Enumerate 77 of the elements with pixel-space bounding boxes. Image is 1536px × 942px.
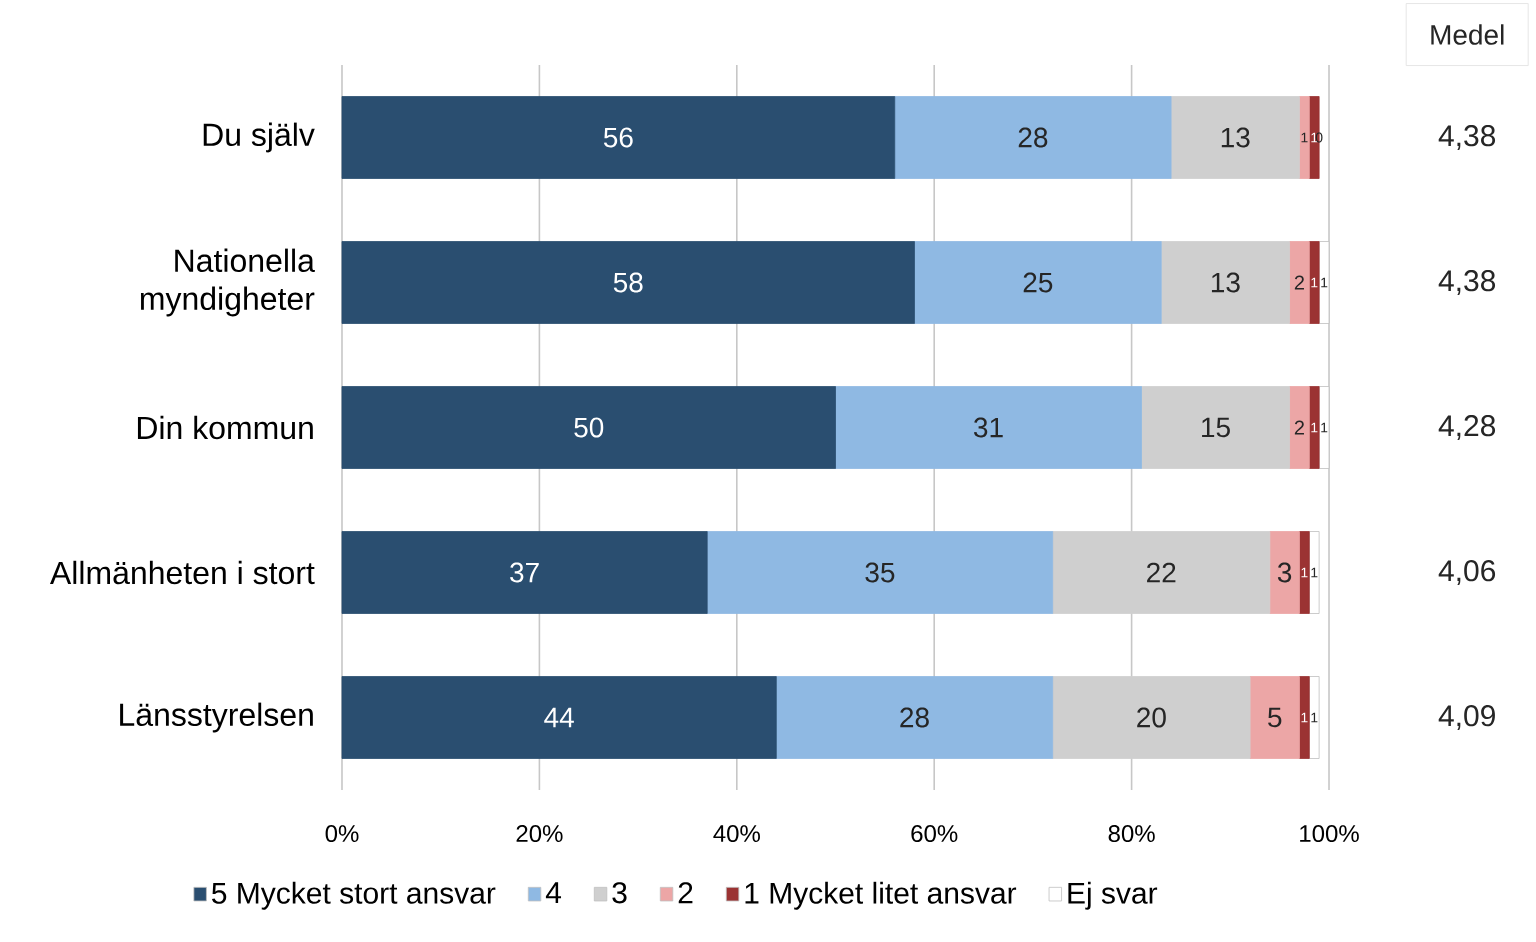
x-tick-label: 80% (1108, 825, 1155, 843)
x-tick-label: 60% (911, 825, 958, 843)
bar (1269, 531, 1300, 614)
bar (341, 241, 915, 324)
data-label: 2 (1294, 275, 1304, 290)
x-tick-label: 100% (1300, 825, 1359, 843)
data-label: 1 (1321, 277, 1328, 288)
data-label: 22 (1147, 562, 1176, 583)
bar (1052, 531, 1271, 614)
y-tick-label: Länsstyrelsen (120, 702, 313, 733)
bar (1308, 386, 1320, 469)
data-label: 44 (544, 707, 574, 728)
data-label: 28 (1018, 127, 1048, 148)
bar (894, 96, 1172, 179)
data-label: 1 (1321, 422, 1328, 433)
y-tick-label: Din kommun (137, 415, 313, 440)
bar (1052, 676, 1251, 759)
data-label: 56 (603, 127, 633, 148)
bar (341, 531, 708, 614)
bar (341, 96, 896, 179)
bar (775, 676, 1054, 759)
data-label: 15 (1202, 417, 1230, 438)
data-label: 1 (1301, 567, 1308, 578)
data-label: 1 (1311, 712, 1318, 723)
bar (1160, 241, 1290, 324)
bar (341, 386, 836, 469)
text: 4,28 (1438, 415, 1496, 440)
text: 4,09 (1438, 705, 1495, 730)
data-label: 37 (510, 562, 539, 583)
x-tick-label: 40% (713, 825, 760, 843)
data-label: 1 (1311, 567, 1318, 578)
legend-label: 2 (678, 882, 693, 904)
data-label: 5 (1268, 707, 1282, 728)
x-tick-label: 0% (325, 825, 359, 843)
data-label: 25 (1023, 272, 1053, 293)
data-label: 3 (1277, 562, 1292, 583)
bar (341, 676, 777, 759)
data-label: 31 (973, 417, 1003, 438)
bar (1308, 676, 1320, 759)
data-label: 1 (1311, 422, 1318, 433)
y-tick-label: Du själv (203, 122, 315, 153)
x-tick-label: 20% (516, 825, 563, 843)
data-label: 35 (865, 562, 895, 583)
data-label: 20 (1137, 707, 1166, 728)
bar (1170, 96, 1300, 179)
legend-label: Ej svar (1068, 881, 1158, 910)
y-tick-label: Allmänheten i stort (49, 560, 315, 585)
bar (1299, 96, 1310, 179)
legend-label: 1 Mycket litet ansvar (745, 881, 1017, 910)
bar (1308, 531, 1320, 614)
bar (1289, 241, 1310, 324)
bar (1308, 241, 1320, 324)
legend-label: 4 (545, 882, 562, 903)
data-label: 58 (613, 272, 643, 293)
data-label: 28 (900, 707, 929, 728)
text: 4,38 (1438, 125, 1496, 150)
bar (1289, 386, 1310, 469)
bar (1299, 676, 1310, 759)
data-label: 13 (1221, 127, 1250, 148)
data-label: 1 (1301, 132, 1308, 143)
bar (914, 241, 1162, 324)
data-label: 1 (1301, 712, 1308, 723)
data-label: 1 (1311, 277, 1318, 288)
bar (1249, 676, 1300, 759)
legend-label: 5 Mycket stort ansvar (212, 881, 496, 910)
text: 4,38 (1438, 270, 1496, 295)
bar (1141, 386, 1290, 469)
data-label: 2 (1294, 420, 1304, 435)
bar (706, 531, 1054, 614)
bar (835, 386, 1142, 469)
y-tick-label: Nationella myndigheter (140, 248, 315, 317)
legend-label: 3 (612, 882, 627, 904)
text: Medel (1431, 24, 1504, 45)
text: 4,06 (1438, 560, 1496, 585)
data-label: 13 (1211, 272, 1240, 293)
bar (1299, 531, 1310, 614)
data-label: 50 (574, 417, 604, 438)
